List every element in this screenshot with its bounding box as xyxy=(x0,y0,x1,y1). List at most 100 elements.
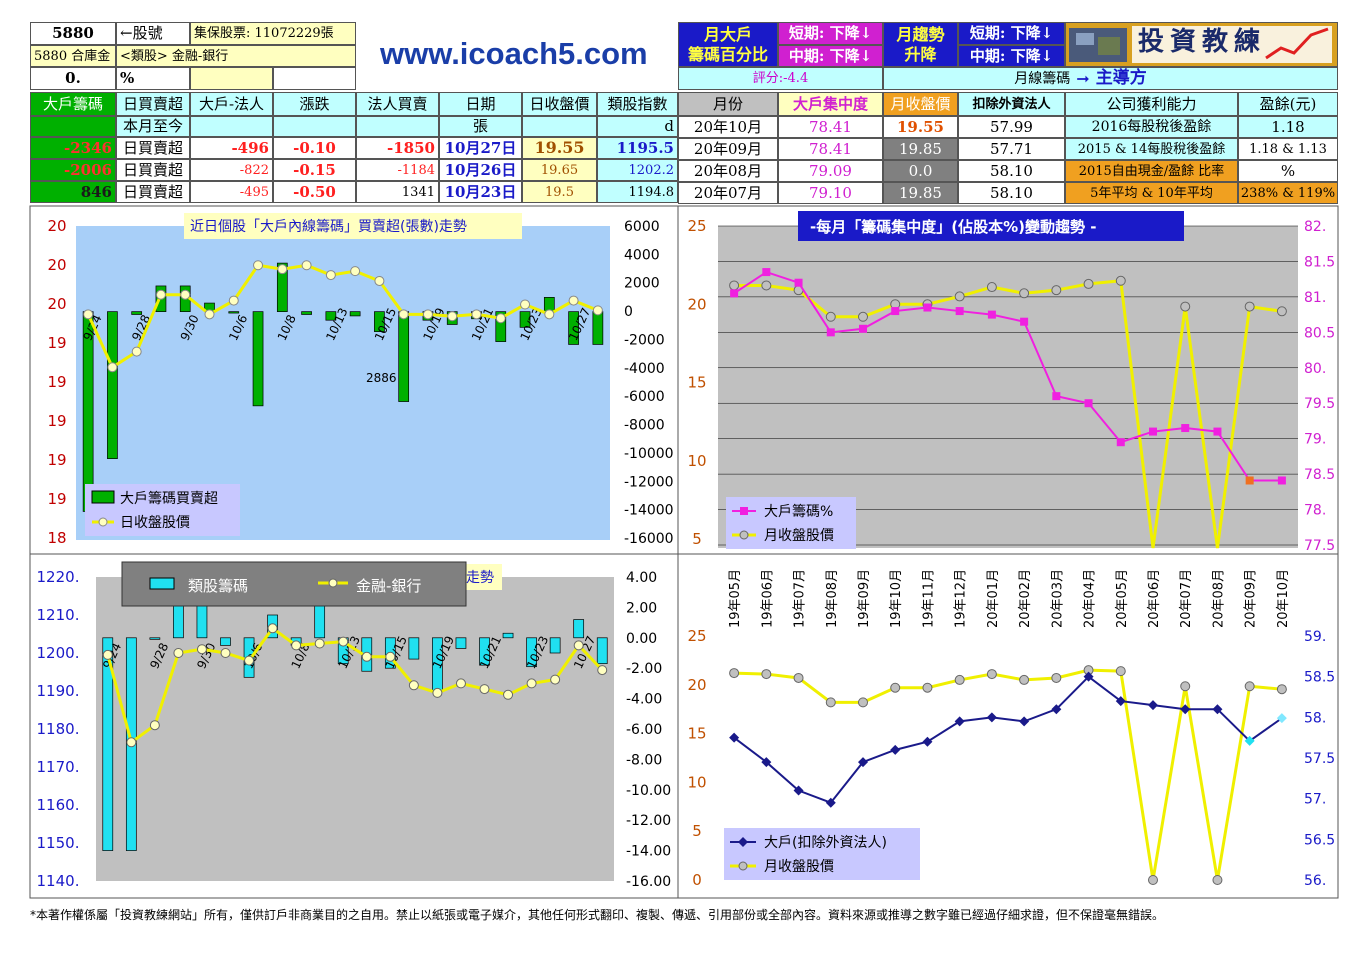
chart4-month-label: 20年05月 xyxy=(1115,569,1130,628)
chart4-price-polyline xyxy=(734,668,1283,881)
chart3-bar xyxy=(573,619,585,639)
axis-tick-label: -10000 xyxy=(624,446,674,462)
chart3-bar xyxy=(502,632,514,639)
table-cell: -0.10 xyxy=(273,137,356,159)
subheader-cell xyxy=(190,116,273,137)
axis-tick-label: 1210. xyxy=(37,606,80,624)
chart1-price-point xyxy=(471,309,482,320)
chart3-index-point xyxy=(385,651,396,662)
chart2-big-point xyxy=(1181,424,1190,433)
chart1-bar xyxy=(325,311,337,321)
chart4-price-point xyxy=(1019,674,1030,685)
chart4-legend-dot-icon xyxy=(738,861,748,871)
chart2-big-point xyxy=(1245,476,1254,485)
axis-tick-label: 20 xyxy=(47,217,66,235)
chart3-index-point xyxy=(503,689,514,700)
chart1: 20 20 20 19 19 19 19 19 18 6000 4000 2000 0 -2000 -40… xyxy=(47,213,674,547)
chart3-index-point xyxy=(408,680,419,691)
chart3-bar xyxy=(596,637,608,664)
subheader-cell: 本月至今 xyxy=(116,116,190,137)
monthly-big-label: 月大戶 籌碼百分比 xyxy=(678,22,778,67)
axis-tick-label: 58.5 xyxy=(1304,670,1335,686)
table-cell-price: 19.65 xyxy=(522,159,597,181)
table-cell: 5年平均 & 10年平均 xyxy=(1065,182,1238,204)
table-cell: -1184 xyxy=(356,159,439,181)
stock-code[interactable]: 5880 xyxy=(30,22,116,45)
website[interactable]: www.icoach5.com xyxy=(380,36,648,71)
axis-tick-label: 1190. xyxy=(37,682,80,700)
monthly-line-label: 月線籌碼 xyxy=(1014,70,1071,87)
chart3-title: 走勢 xyxy=(466,570,494,586)
axis-tick-label: 4.00 xyxy=(626,570,657,586)
chart3-index-point xyxy=(173,648,184,658)
axis-tick-label: 10 xyxy=(687,452,706,470)
axis-tick-label: 59. xyxy=(1304,629,1326,645)
chart4-big-point xyxy=(986,712,997,723)
chart2-right-axis: 82. 81.5 81. 80.5 80. 79.5 79. 78.5 78. 77.5 xyxy=(1304,219,1335,554)
col-header: 日買賣超 xyxy=(116,92,190,116)
chart2-legend-2: 月收盤股價 xyxy=(764,527,834,544)
axis-tick-label: 2.00 xyxy=(626,600,657,616)
chart4-month-label: 20年04月 xyxy=(1083,569,1098,628)
axis-tick-label: 79.5 xyxy=(1304,396,1335,412)
col-header: 大戶-法人 xyxy=(190,92,273,116)
axis-tick-label: 20 xyxy=(47,256,66,274)
chart4-month-label: 19年08月 xyxy=(825,569,840,628)
axis-tick-label: 20 xyxy=(687,295,706,313)
axis-tick-label: 77.5 xyxy=(1304,538,1335,554)
axis-tick-label: -12.00 xyxy=(626,813,671,829)
axis-tick-label: -2.00 xyxy=(626,661,662,677)
chart4-price-point xyxy=(954,674,965,685)
chart4-month-label: 20年06月 xyxy=(1147,569,1162,628)
subheader-cell xyxy=(356,116,439,137)
chart2-big-point xyxy=(1213,427,1222,436)
chart4-price-point xyxy=(1180,681,1191,692)
chart2-grid xyxy=(718,225,1298,546)
chart2-price-point xyxy=(1019,288,1030,299)
axis-tick-label: -2000 xyxy=(624,332,665,348)
col-header: 漲跌 xyxy=(273,92,356,116)
chart4-price-point xyxy=(1115,666,1126,677)
table-row-big: 846 xyxy=(30,181,116,203)
chart4-big-point xyxy=(1115,696,1126,707)
custody-shares: 集保股票: 11072229張 xyxy=(190,22,356,45)
category: <類股> 金融-銀行 xyxy=(116,45,356,67)
table-cell-price: 19.5 xyxy=(522,181,597,203)
axis-tick-label: 81.5 xyxy=(1304,254,1335,270)
chart1-left-axis: 20 20 20 19 19 19 19 19 18 xyxy=(47,217,66,547)
chart3-index-point xyxy=(550,674,561,685)
chart1-price-polyline xyxy=(86,263,599,370)
chart3-legend xyxy=(121,561,467,607)
chart1-bar xyxy=(495,311,507,342)
axis-tick-label: 1160. xyxy=(37,796,80,814)
chart3-bar xyxy=(526,637,537,668)
axis-tick-label: -4.00 xyxy=(626,692,662,708)
chart2-price-point xyxy=(761,280,772,291)
table-cell: 日買賣超 xyxy=(116,181,190,203)
chart4-big-point xyxy=(890,744,901,755)
axis-tick-label: 78. xyxy=(1304,503,1326,519)
chart2-legend xyxy=(726,497,856,549)
chart1-price-point xyxy=(301,260,312,271)
chart4-month-label: 20年08月 xyxy=(1211,569,1226,628)
chart2-price-point xyxy=(825,311,836,322)
axis-tick-label: 1200. xyxy=(37,644,80,662)
table-cell: 19.85 xyxy=(883,138,958,160)
chart2-legend-dot-icon xyxy=(739,530,749,540)
axis-tick-label: 4000 xyxy=(624,247,660,263)
table-cell: 57.99 xyxy=(958,116,1065,138)
chart1-price-point xyxy=(253,260,264,271)
axis-tick-label: 19 xyxy=(47,334,66,352)
table-cell-date: 10月26日 xyxy=(439,159,522,181)
axis-tick-label: 15 xyxy=(687,374,706,392)
table-cell: 238% & 119% xyxy=(1238,182,1338,204)
chart1-price-point xyxy=(374,275,385,286)
table-cell: 57.71 xyxy=(958,138,1065,160)
chart4-big-point xyxy=(1180,704,1191,715)
axis-tick-label: 19 xyxy=(47,490,66,508)
chart3-bar xyxy=(149,637,161,640)
chart3-bar xyxy=(102,637,114,851)
table-cell: 78.41 xyxy=(778,116,883,138)
table-cell-index: 1194.8 xyxy=(597,181,678,203)
axis-tick-label: -14.00 xyxy=(626,844,671,860)
